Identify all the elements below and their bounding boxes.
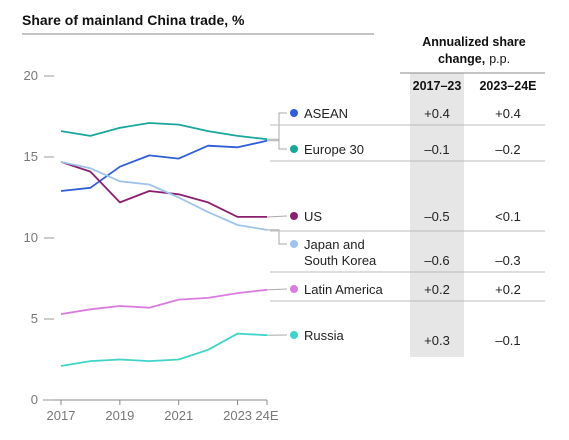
series-label-japan-and-south-korea-line1: Japan and xyxy=(304,237,365,252)
legend-dot-russia xyxy=(290,331,298,339)
series-label-us: US xyxy=(304,209,322,224)
table-header-bold: change, xyxy=(438,52,485,66)
y-tick-label-10: 10 xyxy=(24,230,38,245)
table-value-japan-and-south-korea-2023-24e: –0.3 xyxy=(495,253,520,268)
table-value-europe-30-2017-23: –0.1 xyxy=(424,142,449,157)
legend-dot-us xyxy=(290,212,298,220)
legend-dot-asean xyxy=(290,109,298,117)
series-line-asean xyxy=(60,139,268,192)
series-label-europe-30: Europe 30 xyxy=(304,142,364,157)
change-table: +0.4 +0.4 –0.1 –0.2 –0.5 <0.1 –0.6 –0.3 +0.2 +0.2… xyxy=(270,106,545,348)
table-value-us-2023-24e: <0.1 xyxy=(495,209,521,224)
series-line-latin-america xyxy=(60,288,268,315)
leader-line-europe-30 xyxy=(267,138,287,150)
axes: 0 5 10 15 20 2017 2019 2021 2023 24E xyxy=(24,68,279,423)
x-tick-label-24e: 24E xyxy=(255,408,278,423)
series-label-japan-and-south-korea-line2: South Korea xyxy=(304,253,377,268)
table-value-europe-30-2023-24e: –0.2 xyxy=(495,142,520,157)
series-line-europe-30 xyxy=(60,122,268,141)
table-value-russia-2017-23: +0.3 xyxy=(424,333,450,348)
series-line-us xyxy=(60,161,267,218)
x-tick-label-2017: 2017 xyxy=(47,408,76,423)
table-col-2017-23: 2017–23 xyxy=(413,79,462,93)
y-tick-label-20: 20 xyxy=(24,68,38,83)
leader-line-japan-and-south-korea xyxy=(267,229,287,245)
leader-line-asean xyxy=(267,112,287,142)
series-line-russia xyxy=(60,332,268,367)
table-header-unit: p.p. xyxy=(489,52,510,66)
leader-line-latin-america xyxy=(266,288,288,291)
table-value-us-2017-23: –0.5 xyxy=(424,209,449,224)
highlight-column xyxy=(410,73,464,357)
table-value-asean-2017-23: +0.4 xyxy=(424,106,450,121)
table-header-line2: change, p.p. xyxy=(438,52,510,66)
table-header-line1: Annualized share xyxy=(422,35,526,49)
series-lines xyxy=(60,122,268,367)
y-tick-label-0: 0 xyxy=(31,392,38,407)
series-line-japan-and-south-korea xyxy=(60,161,268,231)
series-label-asean: ASEAN xyxy=(304,106,348,121)
legend-dot-latin-america xyxy=(290,285,298,293)
table-value-latin-america-2017-23: +0.2 xyxy=(424,282,450,297)
series-label-latin-america: Latin America xyxy=(304,282,384,297)
series-label-russia: Russia xyxy=(304,328,345,343)
legend-dot-japan-and-south-korea xyxy=(290,240,298,248)
table-col-2023-24e: 2023–24E xyxy=(479,79,536,93)
x-tick-label-2021: 2021 xyxy=(164,408,193,423)
y-tick-label-15: 15 xyxy=(24,149,38,164)
legend-dot-europe-30 xyxy=(290,145,298,153)
table-value-japan-and-south-korea-2017-23: –0.6 xyxy=(424,253,449,268)
chart-title: Share of mainland China trade, % xyxy=(22,12,245,28)
y-tick-label-5: 5 xyxy=(31,311,38,326)
x-tick-label-2023: 2023 xyxy=(223,408,252,423)
leader-line-us xyxy=(266,215,288,218)
table-value-russia-2023-24e: –0.1 xyxy=(495,333,520,348)
x-tick-label-2019: 2019 xyxy=(105,408,134,423)
table-value-asean-2023-24e: +0.4 xyxy=(495,106,521,121)
table-value-latin-america-2023-24e: +0.2 xyxy=(495,282,521,297)
